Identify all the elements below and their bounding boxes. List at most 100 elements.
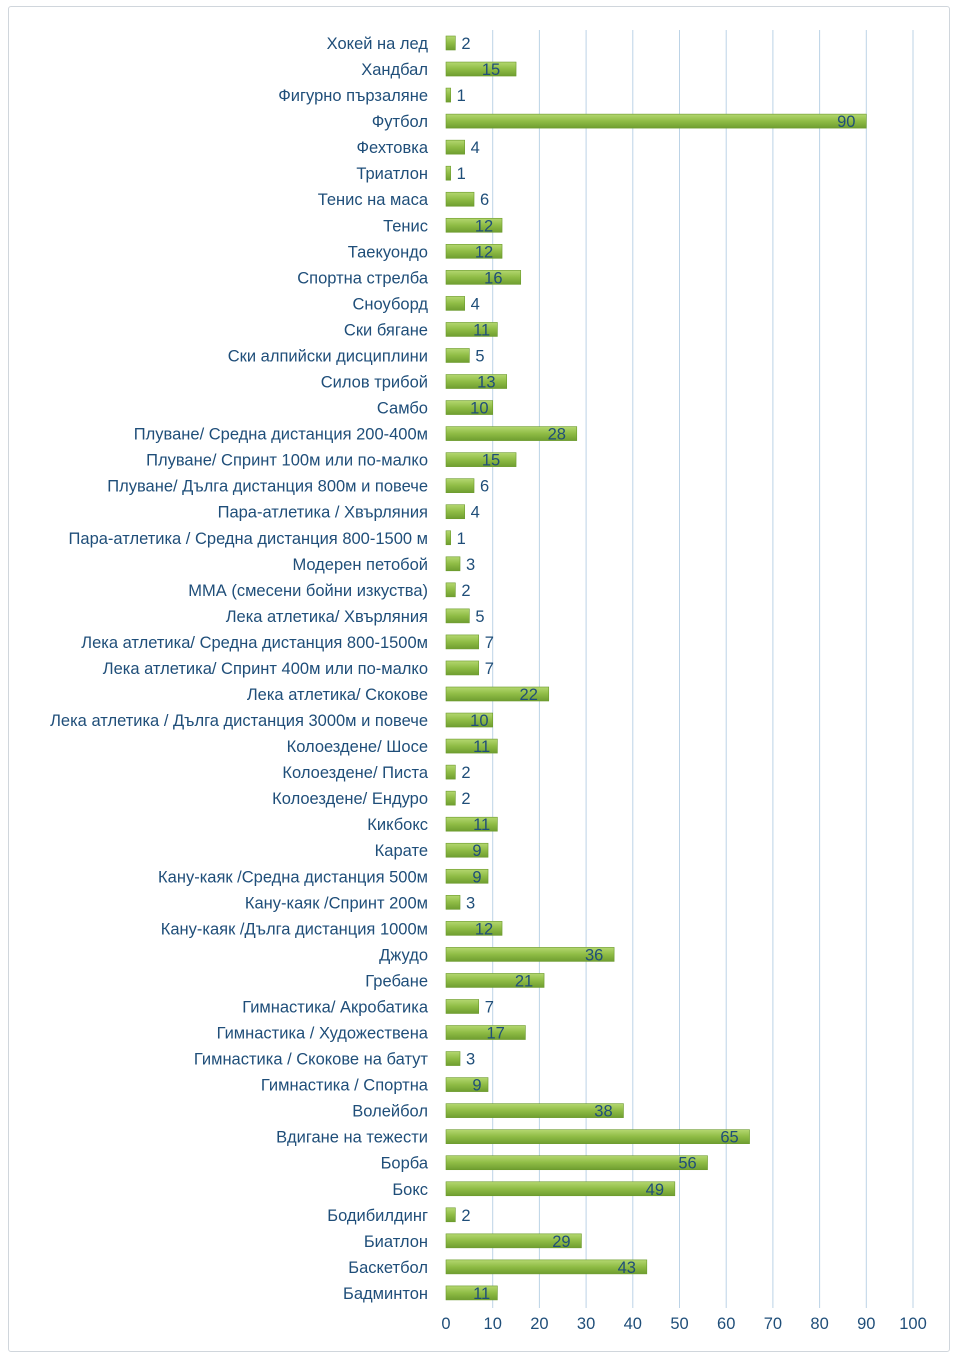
- category-label: Лека атлетика/ Скокове: [247, 686, 428, 704]
- bar: [445, 1181, 676, 1197]
- data-label: 90: [837, 113, 855, 131]
- data-label: 43: [618, 1259, 636, 1277]
- gridlines: [492, 30, 914, 1308]
- bar: [445, 1025, 526, 1040]
- category-label: Гимнастика/ Акробатика: [242, 998, 429, 1016]
- category-label: Баскетбол: [348, 1259, 428, 1277]
- data-label: 15: [482, 452, 500, 470]
- category-label: Бодибилдинг: [327, 1207, 428, 1225]
- bar: [445, 842, 489, 858]
- data-label: 11: [473, 1285, 490, 1303]
- category-label: Лека атлетика/ Средна дистанция 800-1500…: [81, 634, 428, 652]
- bar: [445, 296, 465, 311]
- bar: [445, 634, 479, 650]
- bar: [445, 921, 503, 936]
- bar: [445, 660, 479, 676]
- data-label: 6: [480, 478, 489, 496]
- data-label: 16: [484, 269, 502, 287]
- category-label: Силов трибой: [321, 374, 428, 392]
- bar: [445, 1077, 489, 1092]
- x-tick-label: 20: [530, 1315, 548, 1333]
- category-label: Джудо: [379, 946, 428, 964]
- data-label: 29: [552, 1233, 570, 1251]
- category-label: Гимнастика / Скокове на батут: [194, 1051, 429, 1069]
- data-label: 2: [461, 35, 470, 53]
- data-label: 65: [720, 1129, 738, 1147]
- data-label: 56: [678, 1155, 696, 1173]
- category-label: Лека атлетика / Дълга дистанция 3000м и …: [50, 712, 428, 730]
- category-label: Тенис: [383, 217, 428, 235]
- category-label: Гребане: [365, 972, 428, 990]
- data-label: 9: [472, 842, 481, 860]
- data-label: 7: [485, 660, 494, 678]
- data-label: 17: [487, 1025, 505, 1043]
- bar: [445, 35, 456, 51]
- category-label: Гимнастика / Художествена: [217, 1025, 429, 1043]
- category-label: Ски бягане: [344, 321, 428, 339]
- category-label: Кикбокс: [367, 816, 428, 834]
- data-label: 36: [585, 946, 603, 964]
- data-label: 2: [461, 764, 470, 782]
- category-label: Колоездене/ Ендуро: [272, 790, 428, 808]
- bar: [445, 139, 465, 155]
- bar: [445, 217, 503, 233]
- bar: [445, 400, 494, 415]
- x-tick-label: 90: [857, 1315, 875, 1333]
- category-label: Спортна стрелба: [297, 269, 429, 287]
- category-label: Плуване/ Дълга дистанция 800м и повече: [107, 478, 428, 496]
- bar: [445, 1155, 708, 1171]
- data-label: 28: [548, 426, 566, 444]
- category-labels: Хокей на лед Хандбал Фигурно пързаляне Футб…: [50, 35, 429, 1303]
- data-label: 3: [466, 1051, 475, 1069]
- data-label: 2: [461, 790, 470, 808]
- bar: [445, 582, 456, 598]
- bar: [445, 608, 470, 624]
- bars: [445, 35, 867, 1301]
- data-label: 6: [480, 191, 489, 209]
- data-label: 12: [475, 243, 493, 261]
- data-label: 5: [475, 608, 484, 626]
- bar: [445, 113, 867, 129]
- bar: [445, 1259, 648, 1275]
- category-label: Волейбол: [352, 1103, 428, 1121]
- bar: [445, 868, 489, 884]
- data-label: 11: [473, 738, 490, 756]
- category-label: Лека атлетика/ Хвърляния: [226, 608, 428, 626]
- data-label: 7: [485, 998, 494, 1016]
- bar: [445, 947, 615, 962]
- category-label: Вдигане на тежести: [276, 1129, 428, 1147]
- category-label: Тенис на маса: [318, 191, 429, 209]
- data-label: 4: [471, 295, 480, 313]
- category-label: Фигурно пързаляне: [278, 87, 428, 105]
- x-tick-label: 80: [810, 1315, 828, 1333]
- category-label: Плуване/ Спринт 100м или по-малко: [146, 452, 428, 470]
- data-label: 3: [466, 894, 475, 912]
- x-tick-label: 50: [670, 1315, 688, 1333]
- category-label: Модерен петобой: [292, 556, 428, 574]
- category-label: Борба: [381, 1155, 429, 1173]
- bar: [445, 973, 545, 988]
- data-label: 49: [646, 1181, 664, 1199]
- bar: [445, 1285, 498, 1301]
- category-label: Плуване/ Средна дистанция 200-400м: [134, 426, 428, 444]
- bar: [445, 165, 451, 181]
- x-axis-ticks: 0 10 20 30 40 50 60 70 80 90 100: [441, 1315, 926, 1333]
- bar: [445, 61, 517, 77]
- x-tick-label: 30: [577, 1315, 595, 1333]
- category-label: Таекуондо: [348, 243, 428, 261]
- data-label: 11: [473, 321, 490, 339]
- category-label: Бадминтон: [343, 1285, 428, 1303]
- bar: [445, 452, 517, 467]
- data-label: 4: [471, 139, 480, 157]
- data-label: 3: [466, 556, 475, 574]
- data-label: 7: [485, 634, 494, 652]
- x-tick-label: 70: [764, 1315, 782, 1333]
- data-label: 2: [461, 582, 470, 600]
- bar: [445, 530, 451, 546]
- data-label: 4: [471, 504, 480, 522]
- data-label: 1: [457, 530, 466, 548]
- data-label: 21: [515, 972, 533, 990]
- data-label: 1: [457, 87, 466, 105]
- data-label: 15: [482, 61, 500, 79]
- bar: [445, 191, 475, 207]
